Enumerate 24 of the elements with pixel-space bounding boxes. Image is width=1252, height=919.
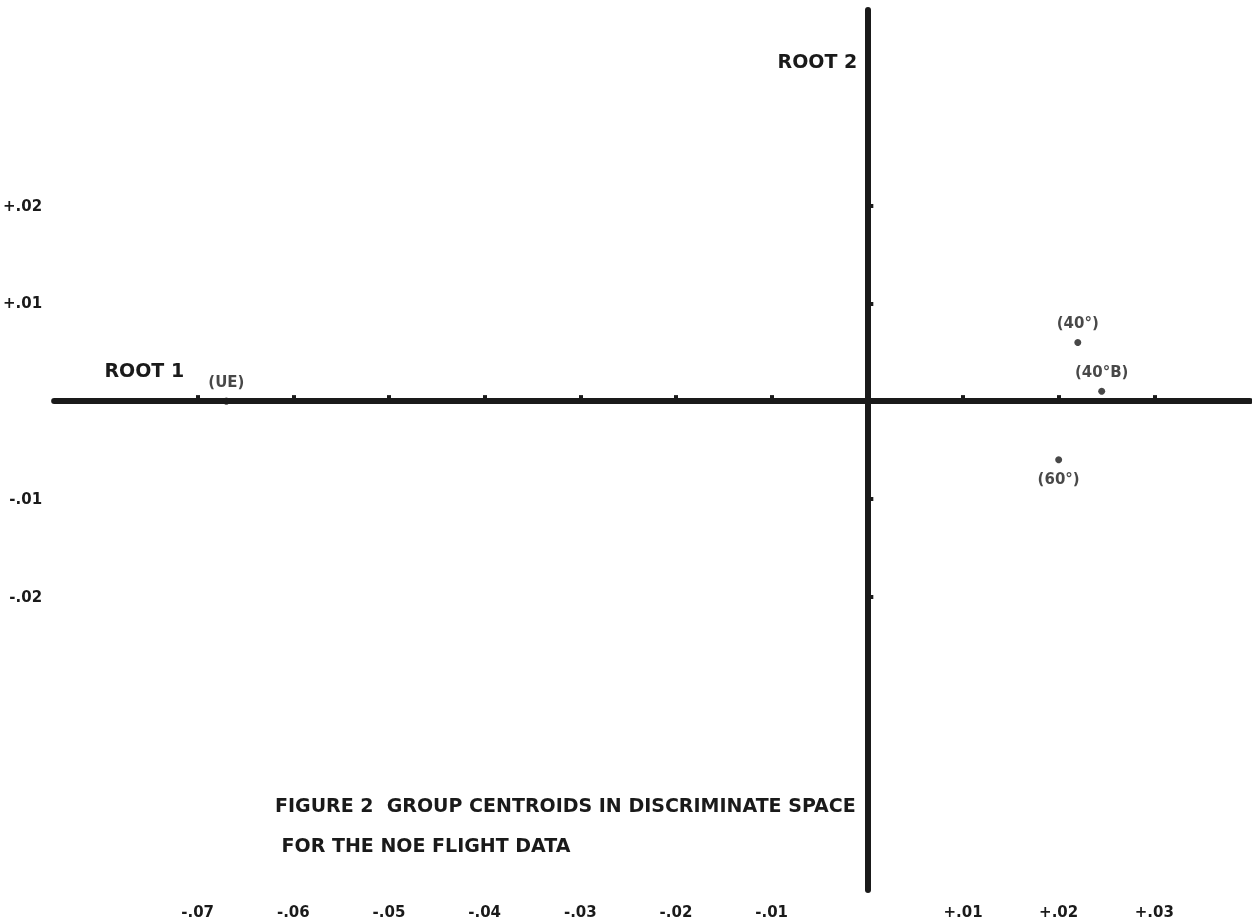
annotation: (40°) xyxy=(1056,314,1099,333)
y-tick-label: -.01 xyxy=(9,489,43,508)
y-tick-label: -.02 xyxy=(9,587,43,606)
point xyxy=(1098,387,1106,395)
x-tick-label: -.02 xyxy=(659,902,693,919)
x-axis-title: ROOT 1 xyxy=(104,358,185,381)
annotation: (40°B) xyxy=(1074,363,1129,382)
x-tick-label: +.03 xyxy=(1134,902,1174,919)
annotation: (UE) xyxy=(208,373,245,392)
x-tick-label: +.02 xyxy=(1039,902,1079,919)
y-tick-label: +.02 xyxy=(3,196,43,215)
x-tick-label: -.05 xyxy=(372,902,406,919)
x-tick-label: -.07 xyxy=(181,902,215,919)
x-tick-label: -.03 xyxy=(563,902,597,919)
text: FIGURE 2 GROUP CENTROIDS IN DISCRIMINATE SPACE FOR THE NOE FLIGHT DATA xyxy=(275,794,856,856)
point xyxy=(1074,338,1082,346)
x-tick-label: +.01 xyxy=(943,902,983,919)
point xyxy=(1055,456,1063,464)
annotation: (60°) xyxy=(1037,469,1080,488)
y-axis-title: ROOT 2 xyxy=(777,49,858,72)
x-tick-label: -.04 xyxy=(468,902,502,919)
x-tick-label: -.06 xyxy=(276,902,310,919)
x-tick-label: -.01 xyxy=(755,902,789,919)
y-tick-label: +.01 xyxy=(3,294,43,313)
